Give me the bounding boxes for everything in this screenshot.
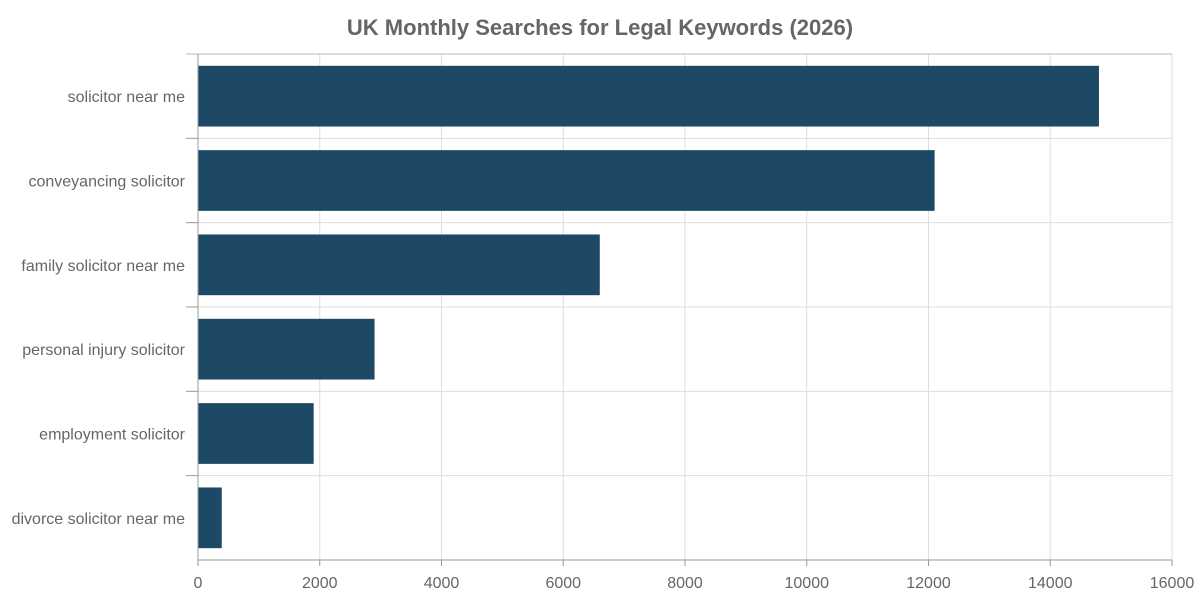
axes [186,54,1173,566]
category-label: employment solicitor [39,427,186,444]
chart-title: UK Monthly Searches for Legal Keywords (… [347,15,853,40]
bars [198,65,1099,549]
bar-2 [198,150,935,211]
category-label: family solicitor near me [21,258,185,275]
category-label: divorce solicitor near me [12,511,186,528]
bar-3 [198,234,600,296]
bar-6 [198,487,222,549]
x-tick-label: 16000 [1150,575,1195,592]
category-label: conveyancing solicitor [28,174,185,191]
x-tick-label: 12000 [906,575,951,592]
x-tick-label: 10000 [785,575,830,592]
bar-1 [198,65,1099,127]
category-label: solicitor near me [68,89,185,106]
x-tick-label: 4000 [424,575,460,592]
x-tick-labels: 0 2000 4000 6000 8000 10000 12000 14000 16000 [194,575,1195,592]
bar-5 [198,403,314,464]
x-tick-label: 8000 [667,575,703,592]
x-tick-label: 0 [194,575,203,592]
x-tick-label: 2000 [302,575,338,592]
bar-4 [198,318,375,380]
category-label: personal injury solicitor [22,342,185,359]
x-tick-label: 14000 [1028,575,1073,592]
x-tick-label: 6000 [545,575,581,592]
category-labels: solicitor near me conveyancing solicitor f… [12,89,186,528]
grid-lines [186,53,1173,561]
